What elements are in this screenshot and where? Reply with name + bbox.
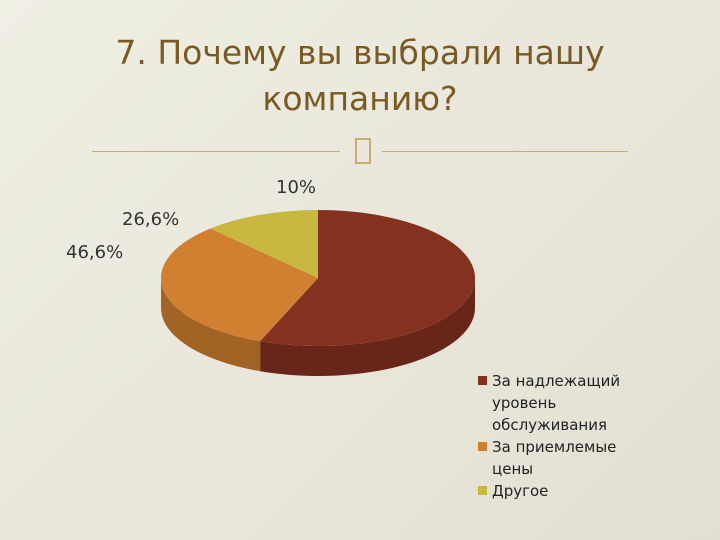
data-label: 26,6% [122, 209, 179, 230]
pie-slice [260, 210, 476, 347]
legend-item: За приемлемые цены [478, 436, 648, 480]
slice-side [260, 278, 475, 376]
pie-slice [210, 210, 318, 278]
icon [355, 138, 371, 164]
legend-swatch [478, 486, 487, 495]
legend: За надлежащий уровень обслуживания За при… [478, 370, 648, 502]
pie-slice [161, 228, 318, 342]
rule [92, 151, 340, 152]
slice-side [161, 278, 261, 372]
data-label: 46,6% [66, 242, 123, 263]
chart-title: 7. Почему вы выбрали нашу компанию? [115, 33, 605, 118]
data-label: 10% [276, 177, 316, 198]
legend-label: Другое [492, 482, 549, 500]
legend-label: За приемлемые цены [492, 438, 617, 478]
legend-item: Другое [478, 480, 648, 502]
legend-item: За надлежащий уровень обслуживания [478, 370, 648, 436]
rule [382, 151, 628, 152]
legend-label: За надлежащий уровень обслуживания [492, 372, 621, 434]
legend-swatch [478, 442, 487, 451]
legend-swatch [478, 376, 487, 385]
